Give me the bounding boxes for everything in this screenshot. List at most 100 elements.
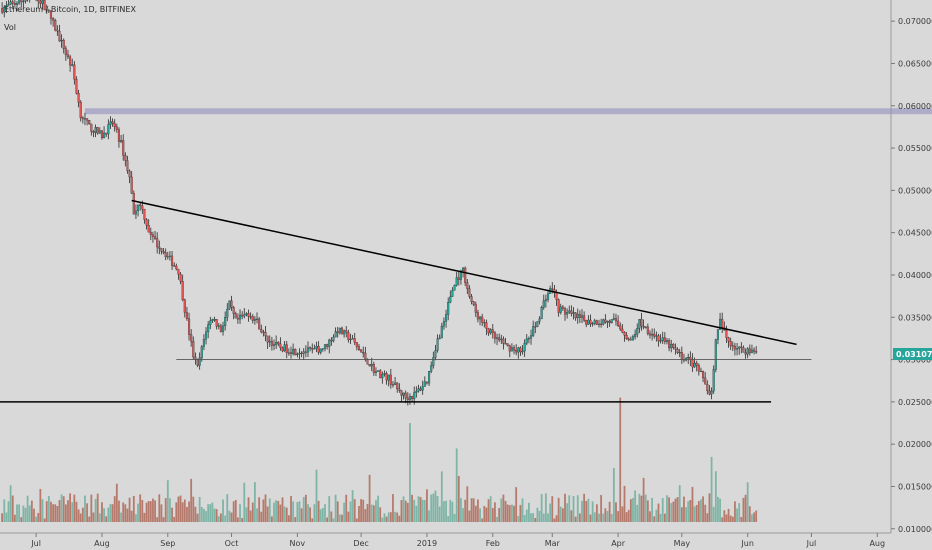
candle-body xyxy=(389,374,392,385)
candle-body xyxy=(449,296,452,303)
candle-body xyxy=(563,308,567,315)
candle-body xyxy=(729,341,732,346)
candle-body xyxy=(86,118,89,121)
volume-bar xyxy=(617,511,620,523)
candle-body xyxy=(190,334,193,342)
candle-body xyxy=(506,343,509,346)
candle-body xyxy=(323,344,327,349)
candle-body xyxy=(366,358,369,365)
volume-bar xyxy=(574,516,577,523)
volume-bar xyxy=(328,496,331,523)
candle-body xyxy=(228,300,231,310)
volume-bar xyxy=(530,513,532,523)
x-tick-label: Oct xyxy=(225,539,239,548)
candle-body xyxy=(504,343,507,345)
volume-bar xyxy=(332,518,335,523)
volume-bar xyxy=(239,504,241,523)
candle-body xyxy=(610,319,613,323)
volume-bar xyxy=(107,507,110,523)
volume-bar xyxy=(28,505,31,523)
candle-body xyxy=(103,132,106,139)
volume-bar xyxy=(345,494,348,523)
volume-bar xyxy=(474,505,477,523)
candle-body xyxy=(593,320,596,324)
volume-bar xyxy=(226,494,229,523)
volume-bar xyxy=(192,496,195,523)
candle-body xyxy=(493,332,496,339)
candle-body xyxy=(540,307,543,320)
volume-bar xyxy=(39,488,42,523)
volume-bar xyxy=(595,504,598,523)
candle-body xyxy=(39,0,42,4)
candle-body xyxy=(20,0,23,2)
candles xyxy=(1,0,758,406)
volume-bar xyxy=(139,494,142,523)
volume-bar xyxy=(498,507,501,523)
candle-body xyxy=(92,131,95,133)
candle-body xyxy=(597,323,601,325)
x-tick-label: Mar xyxy=(545,539,561,548)
candle-body xyxy=(644,326,647,328)
volume-bar xyxy=(164,498,167,523)
candle-body xyxy=(606,320,609,323)
volume-bar xyxy=(375,500,377,523)
volume-bar xyxy=(41,499,44,523)
volume-bar xyxy=(615,502,617,523)
x-tick-label: Feb xyxy=(486,539,500,548)
candle-body xyxy=(262,331,265,333)
candle-body xyxy=(173,265,176,267)
volume-bar xyxy=(725,514,728,523)
volume-bar xyxy=(209,504,212,523)
last-price-tag-label: 0.03107047 xyxy=(896,350,932,359)
candle-body xyxy=(712,369,715,392)
volume-bar xyxy=(432,493,435,523)
volume-bar xyxy=(292,501,295,523)
volume-bar xyxy=(710,456,713,523)
candle-body xyxy=(708,390,711,395)
volume-bar xyxy=(666,495,668,523)
volume-bar xyxy=(96,493,99,523)
volume-bar xyxy=(84,495,86,523)
volume-bar xyxy=(434,490,437,523)
volume-bar xyxy=(103,508,105,523)
candle-body xyxy=(311,347,314,350)
volume-bar xyxy=(162,517,165,523)
volume-bar xyxy=(256,508,258,523)
candle-body xyxy=(423,381,426,387)
volume-bar xyxy=(7,501,10,523)
volume-bar xyxy=(738,503,741,523)
candle-body xyxy=(676,349,679,353)
candle-body xyxy=(338,327,341,334)
volume-bar xyxy=(353,499,356,523)
volume-bar xyxy=(623,485,626,523)
candle-body xyxy=(368,364,371,367)
candle-body xyxy=(568,310,571,313)
candle-body xyxy=(451,290,454,297)
volume-bar xyxy=(534,518,537,523)
candle-body xyxy=(238,314,242,320)
volume-bar xyxy=(460,498,462,523)
volume-bar xyxy=(695,504,698,523)
volume-bar xyxy=(591,501,594,523)
volume-bar xyxy=(729,515,732,523)
volume-bar xyxy=(440,471,443,523)
volume-legend: Vol xyxy=(4,23,16,32)
volume-bar xyxy=(602,513,605,523)
volume-bar xyxy=(205,511,207,523)
volume-bar xyxy=(56,505,59,523)
candle-body xyxy=(710,390,713,395)
candle-body xyxy=(349,338,352,341)
volume-bar xyxy=(243,482,246,523)
volume-bar xyxy=(158,494,161,523)
candle-body xyxy=(614,318,618,322)
volume-bar xyxy=(489,496,492,523)
volume-bar xyxy=(721,517,724,523)
volume-bar xyxy=(149,501,152,523)
volume-bar xyxy=(58,500,61,523)
candle-body xyxy=(292,349,295,354)
candle-body xyxy=(304,351,307,353)
volume-bar xyxy=(515,487,518,523)
candle-body xyxy=(629,339,632,341)
volume-bar xyxy=(77,509,80,523)
